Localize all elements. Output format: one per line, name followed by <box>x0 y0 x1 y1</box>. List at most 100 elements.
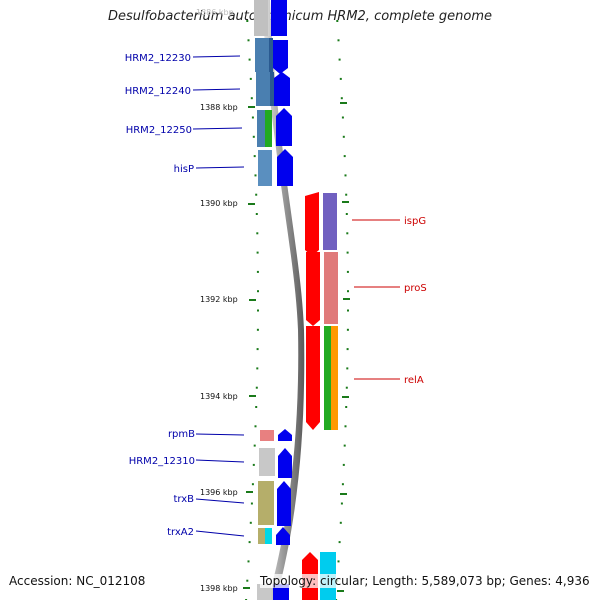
gene-block <box>265 110 272 147</box>
gene-hrm2-12250[interactable] <box>257 108 292 147</box>
gene-label[interactable]: relA <box>404 375 424 386</box>
gene-arrow <box>276 108 292 146</box>
scale-dot <box>342 135 345 138</box>
gene-top-partial <box>254 0 287 36</box>
gene-arrow <box>274 72 290 106</box>
page-title: Desulfobacterium autotrophicum HRM2, com… <box>107 9 493 24</box>
gene-block <box>324 252 338 324</box>
scale-dot <box>341 116 344 119</box>
gene-relA[interactable] <box>306 326 338 430</box>
scale-dot <box>256 251 259 254</box>
scale-dot <box>255 406 258 408</box>
tick-label: 1392 kbp <box>200 295 238 304</box>
gene-ispG[interactable] <box>305 192 337 256</box>
scale-dot <box>246 20 249 22</box>
gene-block <box>323 193 337 250</box>
gene-rpmB[interactable] <box>260 429 292 441</box>
gene-arrow <box>277 149 293 186</box>
gene-label[interactable]: HRM2_12250 <box>126 125 192 136</box>
scale-dot <box>248 58 251 61</box>
gene-hrm2-12310[interactable] <box>259 448 292 478</box>
gene-label[interactable]: HRM2_12230 <box>125 53 191 64</box>
gene-label[interactable]: ispG <box>404 216 426 227</box>
scale-dot <box>255 386 258 389</box>
scale-dot <box>346 367 349 370</box>
scale-dot <box>345 193 348 196</box>
gene-block <box>257 110 265 147</box>
gene-block <box>269 38 273 72</box>
gene-block <box>257 584 271 600</box>
gene-trxA2[interactable] <box>258 527 290 545</box>
gene-proS[interactable] <box>306 252 338 326</box>
scale-dot <box>338 541 341 544</box>
accession-text: Accession: NC_012108 <box>9 574 146 588</box>
gene-block <box>259 448 275 476</box>
scale-dot <box>254 174 257 177</box>
scale-dot <box>344 174 347 177</box>
scale-dot <box>343 444 346 447</box>
scale-dot <box>341 483 344 486</box>
gene-arrow <box>277 481 291 526</box>
scale-dot <box>252 135 255 138</box>
gene-block <box>254 0 268 36</box>
scale-dot <box>247 39 250 42</box>
scale-dot <box>251 483 254 486</box>
scale-dot <box>338 58 341 61</box>
gene-arrow <box>276 527 290 545</box>
scale-dot <box>337 560 340 563</box>
leader-lines-reverse <box>192 55 245 537</box>
scale-dot <box>342 463 345 466</box>
gene-block <box>260 430 274 441</box>
gene-block <box>256 72 270 106</box>
scale-dot <box>345 406 348 408</box>
gene-block <box>258 481 274 525</box>
gene-label[interactable]: rpmB <box>168 429 195 440</box>
gene-block <box>265 528 272 544</box>
scale-dot <box>347 290 349 293</box>
gene-arrow <box>306 252 320 326</box>
tick-label: 1398 kbp <box>200 584 238 593</box>
gene-label[interactable]: trxA2 <box>167 527 194 538</box>
scale-dot <box>346 328 349 331</box>
gene-block <box>271 0 287 36</box>
gene-label[interactable]: HRM2_12240 <box>125 86 191 97</box>
scale-dot <box>346 348 349 351</box>
gene-arrow <box>273 40 288 74</box>
gene-arrow <box>278 448 292 478</box>
scale-dot <box>340 502 343 505</box>
scale-dot <box>337 39 340 42</box>
scale-dot <box>253 444 256 447</box>
gene-hisP[interactable] <box>258 149 293 186</box>
scale-dot <box>340 97 343 100</box>
scale-rings <box>245 20 349 600</box>
scale-dot <box>249 77 252 80</box>
tick-marks <box>243 102 350 592</box>
topology-label: Topology: circular; Length: 5,589,073 bp… <box>260 574 590 588</box>
gene-block <box>255 38 269 72</box>
gene-hrm2-12240[interactable] <box>256 72 290 106</box>
scale-dot <box>257 290 259 293</box>
scale-dot <box>345 386 348 389</box>
gene-trxB[interactable] <box>258 481 291 526</box>
tick-label: 1388 kbp <box>200 103 238 112</box>
scale-dot <box>247 560 250 563</box>
tick-label: 1396 kbp <box>200 488 238 497</box>
topology-text: Topology: circular; Length: 5,589,073 bp… <box>260 574 590 588</box>
scale-dot <box>346 270 349 273</box>
gene-label[interactable]: trxB <box>173 494 194 505</box>
gene-label[interactable]: hisP <box>174 164 194 175</box>
leader-lines-forward <box>352 219 400 380</box>
gene-hrm2-12230[interactable] <box>255 38 288 74</box>
scale-dot <box>339 521 342 524</box>
scale-dot <box>253 155 256 158</box>
gene-arrow <box>305 192 319 256</box>
scale-dot <box>255 193 258 196</box>
scale-dot <box>252 463 255 466</box>
scale-dot <box>344 425 347 428</box>
gene-block <box>331 326 338 430</box>
scale-dot <box>256 367 259 370</box>
gene-label[interactable]: proS <box>404 283 427 294</box>
gene-label[interactable]: HRM2_12310 <box>129 456 195 467</box>
